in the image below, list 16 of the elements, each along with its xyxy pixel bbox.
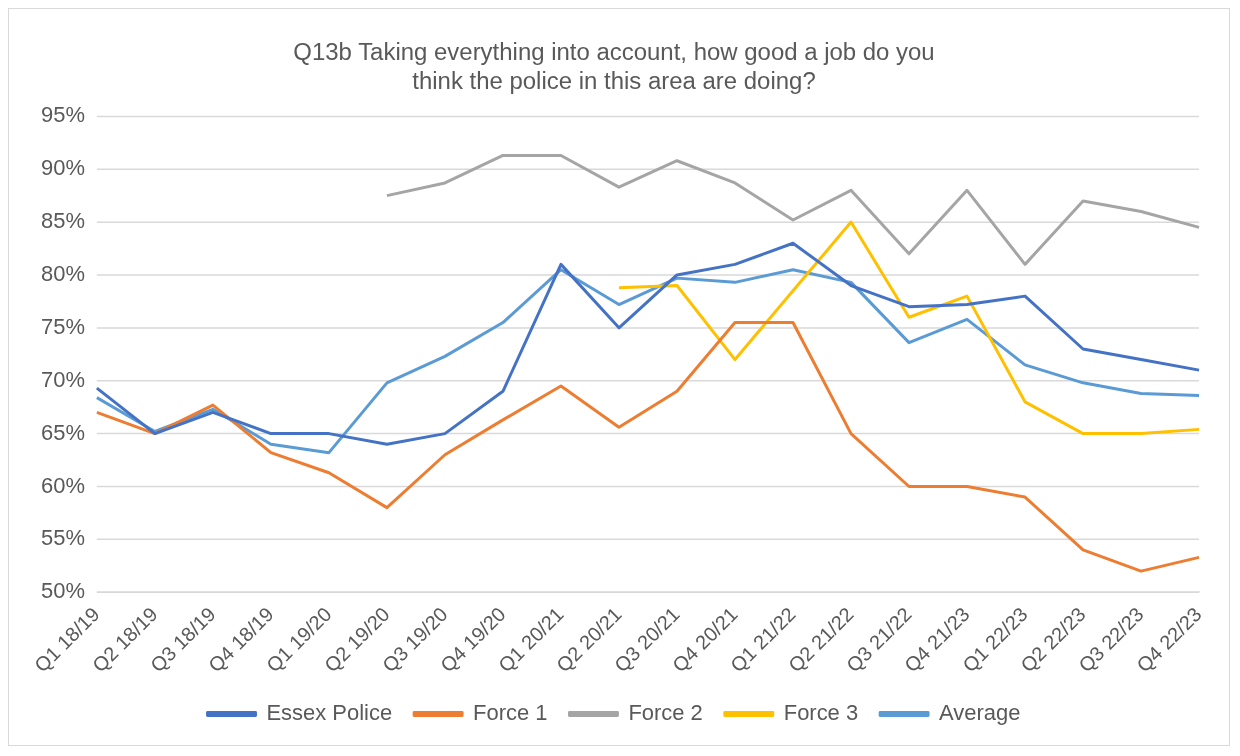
y-tick-label: 80% — [40, 261, 85, 286]
y-tick-label: 60% — [40, 472, 85, 498]
y-tick-label: 85% — [40, 208, 85, 234]
legend-label: Force 1 — [473, 700, 548, 726]
y-tick-label: 50% — [40, 578, 85, 604]
legend-label: Average — [939, 700, 1021, 726]
legend-label: Force 3 — [783, 700, 859, 726]
legend-label: Force 2 — [628, 700, 703, 726]
y-tick-label: 90% — [40, 155, 85, 181]
y-tick-label: 70% — [40, 366, 85, 392]
y-tick-label: 95% — [40, 102, 85, 128]
y-tick-label: 65% — [40, 419, 85, 445]
y-tick-label: 55% — [40, 525, 85, 551]
y-tick-label: 75% — [40, 313, 85, 339]
legend-label: Essex Police — [266, 700, 393, 726]
chart-title: Q13b Taking everything into account, how good a job do you think the police in this area are doing? — [293, 37, 935, 94]
